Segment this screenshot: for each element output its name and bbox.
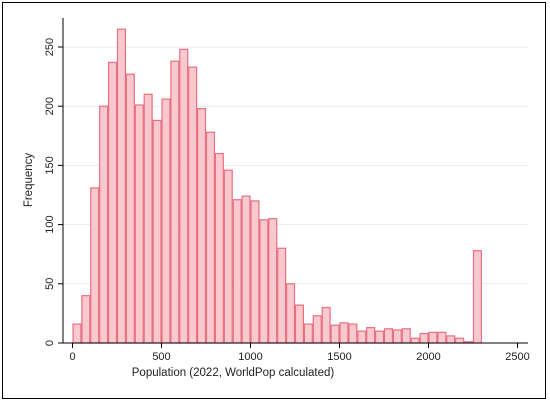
histogram-bar [392, 329, 402, 344]
x-tick-label: 2500 [505, 351, 529, 363]
histogram-bar [455, 337, 465, 344]
histogram-bar [99, 105, 109, 344]
x-tick-label: 1500 [327, 351, 351, 363]
x-tick-label: 2000 [416, 351, 440, 363]
bars [72, 28, 483, 344]
histogram-bar [348, 323, 358, 344]
histogram-bar [161, 98, 171, 344]
y-tick-label: 50 [44, 278, 56, 290]
histogram-bar [179, 48, 189, 344]
histogram-bar [366, 327, 376, 344]
histogram-bar [116, 28, 127, 344]
y-axis-title: Frequency [23, 153, 35, 208]
y-ticks: 0 50 100 150 200 250 [44, 38, 63, 346]
x-tick-label: 0 [69, 351, 75, 363]
histogram-bar [188, 66, 198, 344]
histogram-bar [357, 330, 367, 344]
histogram-bar [241, 195, 251, 344]
histogram-bar [90, 187, 100, 344]
x-tick-label: 1000 [238, 351, 262, 363]
y-tick-label: 200 [44, 97, 56, 115]
histogram-bar [321, 306, 331, 344]
histogram-bar [81, 295, 91, 344]
histogram-bar [197, 107, 207, 344]
histogram-bar [125, 73, 135, 344]
histogram-bar [259, 219, 269, 344]
histogram-bar [410, 337, 420, 344]
histogram-bar [339, 322, 349, 344]
histogram-bar [428, 331, 438, 344]
histogram-bar [232, 199, 242, 344]
histogram-bar [312, 315, 322, 344]
histogram-bar [107, 61, 118, 344]
y-tick-label: 100 [44, 215, 56, 233]
histogram-bar [446, 335, 456, 344]
histogram-bar [134, 104, 144, 344]
histogram-bar [472, 250, 483, 344]
histogram-bar [223, 169, 233, 344]
histogram-bar [72, 323, 82, 344]
y-tick-label: 250 [44, 38, 56, 56]
histogram-bar [214, 152, 224, 344]
histogram-bar [303, 323, 313, 344]
histogram-bar [205, 131, 216, 344]
x-tick-label: 500 [152, 351, 170, 363]
histogram-bar [170, 60, 180, 344]
axes [62, 18, 528, 344]
histogram-bar [143, 93, 153, 344]
histogram-bar [152, 119, 162, 344]
histogram-bar [286, 283, 296, 344]
histogram-bar [250, 200, 260, 344]
histogram-bar [401, 328, 411, 344]
histogram-bar [330, 324, 340, 344]
y-tick-label: 0 [44, 340, 56, 346]
histogram-bar [277, 247, 287, 344]
histogram-bar [294, 304, 305, 344]
y-tick-label: 150 [44, 156, 56, 174]
histogram-bar [437, 331, 447, 344]
histogram-bar [375, 330, 385, 344]
histogram-bar [383, 328, 394, 344]
x-ticks: 0 500 1000 1500 2000 2500 [69, 343, 530, 363]
histogram-bar [268, 218, 278, 344]
x-axis-title: Population (2022, WorldPop calculated) [132, 367, 335, 379]
histogram-bar [419, 332, 429, 344]
